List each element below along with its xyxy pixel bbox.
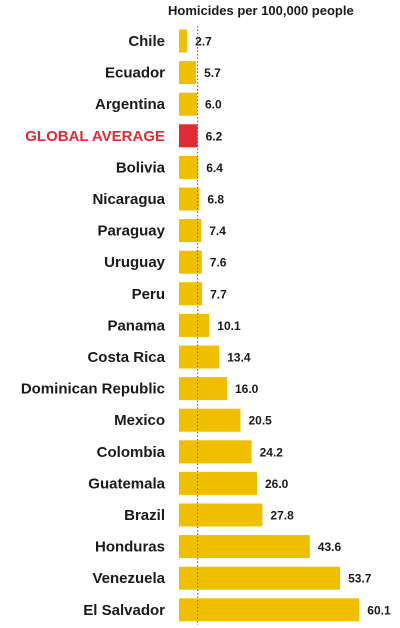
value-label: 60.1 — [367, 603, 391, 617]
category-label: Venezuela — [92, 570, 165, 587]
bar — [179, 440, 252, 464]
bar — [179, 408, 241, 432]
bar — [179, 313, 210, 337]
value-label: 6.8 — [207, 193, 224, 207]
bar — [179, 598, 360, 622]
bar — [179, 282, 203, 306]
value-label: 2.7 — [195, 35, 212, 49]
bar — [179, 187, 200, 211]
bar — [179, 29, 188, 53]
value-label: 26.0 — [265, 477, 289, 491]
bar — [179, 345, 220, 369]
bar — [179, 535, 310, 559]
bar — [179, 92, 197, 116]
value-label: 43.6 — [318, 540, 342, 554]
value-label: 16.0 — [235, 382, 259, 396]
value-label: 13.4 — [227, 351, 251, 365]
value-label: 10.1 — [217, 319, 241, 333]
bar-global-average — [179, 124, 198, 148]
value-label: 6.0 — [205, 98, 222, 112]
bar — [179, 219, 202, 243]
category-label: Honduras — [95, 539, 165, 556]
category-label: Argentina — [95, 96, 166, 113]
category-label: Brazil — [124, 507, 165, 524]
value-label: 5.7 — [204, 66, 221, 80]
bar — [179, 566, 341, 590]
category-label: Colombia — [97, 444, 166, 461]
category-label-global-average: GLOBAL AVERAGE — [25, 128, 165, 145]
category-label: Ecuador — [105, 65, 165, 82]
category-label: Uruguay — [104, 254, 166, 271]
chart-title: Homicides per 100,000 people — [168, 3, 354, 18]
value-label: 7.7 — [210, 287, 227, 301]
bar — [179, 61, 197, 85]
category-label: Panama — [107, 317, 165, 334]
value-label: 7.4 — [209, 224, 226, 238]
bar — [179, 250, 202, 274]
category-label: Mexico — [114, 412, 165, 429]
category-label: Nicaragua — [92, 191, 165, 208]
value-label: 20.5 — [249, 414, 273, 428]
value-label: 7.6 — [210, 256, 227, 270]
bar — [179, 155, 199, 179]
bar — [179, 377, 227, 401]
category-label: Chile — [128, 33, 165, 50]
value-label: 53.7 — [348, 572, 372, 586]
category-label: Guatemala — [88, 475, 165, 492]
category-label: Dominican Republic — [21, 381, 165, 398]
category-label: Costa Rica — [87, 349, 165, 366]
bar — [179, 503, 263, 527]
category-label: El Salvador — [83, 602, 165, 619]
value-label: 6.2 — [206, 129, 223, 143]
value-label: 24.2 — [260, 445, 284, 459]
bar — [179, 471, 257, 495]
category-label: Bolivia — [116, 159, 166, 176]
category-label: Peru — [132, 286, 165, 303]
value-label: 27.8 — [270, 509, 294, 523]
value-label: 6.4 — [206, 161, 223, 175]
category-label: Paraguay — [97, 223, 165, 240]
